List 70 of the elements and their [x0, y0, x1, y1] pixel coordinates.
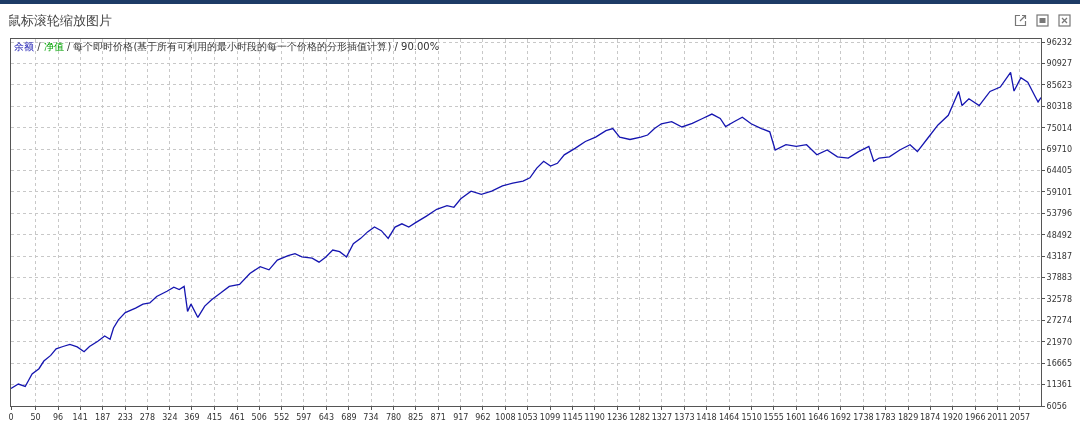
x-tick-label: 689 — [341, 412, 357, 422]
y-tick-label: 90927 — [1046, 59, 1073, 69]
x-tick-label: 1601 — [786, 412, 807, 422]
annotation: / 每个即时价格(基于所有可利用的最小时段的每一个价格的分形插值计算) / 90.00% — [66, 41, 440, 52]
x-tick-label: 1692 — [830, 412, 852, 422]
x-tick-label: 780 — [385, 412, 402, 422]
x-tick-label: 233 — [117, 412, 133, 422]
x-tick-label: 1099 — [539, 412, 561, 422]
y-tick-label: 43187 — [1046, 251, 1073, 261]
x-tick-label: 1874 — [919, 412, 941, 422]
x-tick-label: 597 — [296, 412, 312, 422]
x-tick-label: 1920 — [942, 412, 963, 422]
legend-label: 净值 — [43, 41, 64, 52]
x-tick-label: 1282 — [629, 412, 650, 422]
x-tick-label: 552 — [274, 412, 290, 422]
y-tick-label: 53796 — [1046, 209, 1073, 219]
x-tick-label: 461 — [229, 412, 245, 422]
x-tick-label: 1783 — [875, 412, 896, 422]
y-tick-label: 32578 — [1046, 294, 1073, 304]
x-tick-label: 324 — [162, 412, 178, 422]
y-tick-label: 11361 — [1046, 380, 1073, 390]
line-series — [11, 71, 1041, 390]
y-tick-label: 75014 — [1046, 123, 1073, 133]
x-tick-label: 2057 — [1009, 412, 1031, 422]
y-tick-label: 6056 — [1046, 401, 1067, 411]
annotation: / — [37, 41, 41, 52]
x-tick-label: 1646 — [808, 412, 829, 422]
x-tick-label: 871 — [430, 412, 446, 422]
x-tick-label: 1418 — [696, 412, 717, 422]
x-tick-label: 734 — [363, 412, 379, 422]
x-tick-label: 1966 — [965, 412, 986, 422]
x-tick-label: 917 — [453, 412, 469, 422]
text: 余额 — [14, 41, 34, 52]
x-tick-label: 1053 — [517, 412, 538, 422]
x-tick-label: 1008 — [495, 412, 516, 422]
x-tick-label: 1510 — [741, 412, 762, 422]
y-tick-label: 37883 — [1046, 273, 1073, 283]
y-tick-label: 69710 — [1046, 144, 1073, 154]
x-tick-label: 1373 — [674, 412, 695, 422]
y-tick-label: 21970 — [1046, 337, 1073, 347]
x-tick-label: 1464 — [718, 412, 740, 422]
x-tick-label: 1190 — [584, 412, 605, 422]
x-tick-label: 1555 — [763, 412, 784, 422]
x-tick-label: 96 — [53, 412, 64, 422]
y-tick-label: 48492 — [1046, 230, 1073, 240]
x-tick-label: 1829 — [897, 412, 919, 422]
x-tick-label: 1145 — [562, 412, 583, 422]
y-tick-label: 59101 — [1046, 187, 1073, 197]
x-tick-label: 1327 — [651, 412, 673, 422]
x-tick-label: 278 — [139, 412, 155, 422]
y-tick-label: 16665 — [1046, 358, 1073, 368]
chart-title: 鼠标滚轮缩放图片 — [8, 12, 112, 30]
x-tick-label: 1738 — [853, 412, 874, 422]
x-tick-label: 141 — [72, 412, 88, 422]
x-tick-label: 2011 — [987, 412, 1008, 422]
x-tick-label: 415 — [206, 412, 223, 422]
y-tick-label: 64405 — [1046, 166, 1073, 176]
y-tick-label: 96232 — [1046, 37, 1073, 47]
x-tick-label: 1236 — [607, 412, 628, 422]
x-tick-label: 506 — [251, 412, 267, 422]
x-tick-label: 369 — [184, 412, 200, 422]
x-tick-label: 962 — [475, 412, 491, 422]
x-tick-label: 825 — [408, 412, 424, 422]
y-tick-label: 85623 — [1046, 80, 1073, 90]
y-tick-label: 27274 — [1046, 316, 1073, 326]
x-tick-label: 50 — [30, 412, 41, 422]
x-tick-label: 643 — [318, 412, 335, 422]
x-tick-label: 187 — [95, 412, 111, 422]
y-tick-label: 80318 — [1046, 102, 1073, 112]
x-tick-label: 0 — [8, 412, 14, 422]
